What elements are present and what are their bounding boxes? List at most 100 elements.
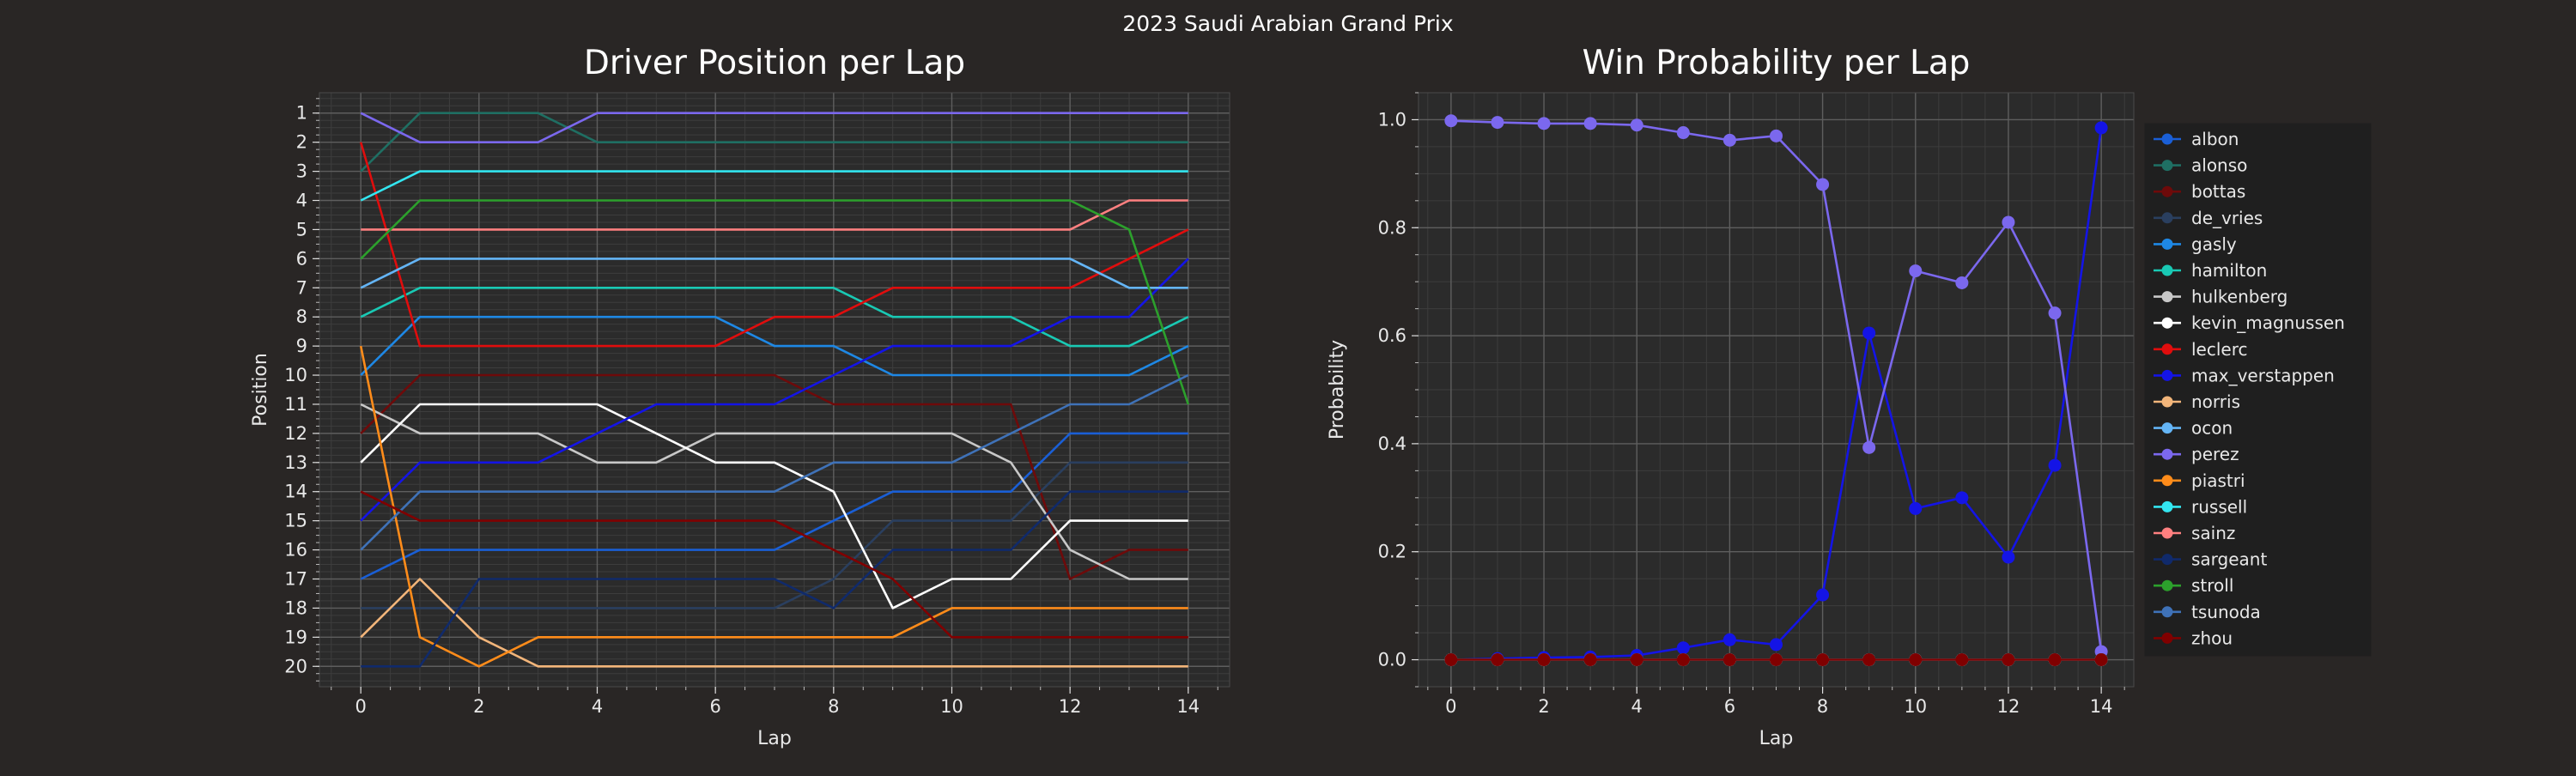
series-line-ocon: [360, 258, 1188, 289]
data-point-zhou: [1816, 653, 1830, 667]
y-tick-label: 2: [296, 132, 307, 153]
series-line-russell: [360, 170, 1188, 202]
series-gasly: [360, 315, 1189, 377]
y-tick-label: 11: [284, 394, 307, 415]
legend-entry-tsunoda: tsunoda: [2154, 602, 2261, 622]
y-tick-label: 12: [284, 423, 307, 444]
legend-marker-albon: [2161, 133, 2173, 145]
legend-label-tsunoda: tsunoda: [2191, 602, 2261, 622]
series-line-albon: [360, 432, 1188, 580]
legend-entry-hamilton: hamilton: [2154, 260, 2267, 281]
y-tick-label: 8: [296, 306, 307, 327]
x-tick-label: 10: [1904, 696, 1927, 717]
y-tick-label: 20: [284, 656, 307, 676]
data-point-zhou: [1491, 653, 1504, 667]
y-tick-label: 0.6: [1378, 325, 1406, 346]
legend-marker-sainz: [2161, 527, 2173, 539]
legend-entry-zhou: zhou: [2154, 627, 2233, 648]
y-tick-label: 0.4: [1378, 433, 1406, 454]
series-line-norris: [360, 578, 1188, 668]
legend-marker-norris: [2161, 396, 2173, 408]
y-axis-label: Position: [250, 353, 271, 427]
data-point-max_verstappen: [1722, 633, 1736, 646]
legend-marker-sargeant: [2161, 554, 2173, 566]
legend-label-sainz: sainz: [2191, 523, 2235, 543]
legend-marker-tsunoda: [2161, 606, 2173, 618]
legend-label-hulkenberg: hulkenberg: [2191, 287, 2287, 307]
data-point-max_verstappen: [2002, 550, 2015, 564]
data-point-max_verstappen: [1770, 638, 1783, 652]
y-tick-label: 0.2: [1378, 542, 1406, 562]
legend-entry-max_verstappen: max_verstappen: [2154, 365, 2335, 385]
legend-label-bottas: bottas: [2191, 181, 2245, 202]
legend-label-ocon: ocon: [2191, 418, 2233, 439]
legend-marker-hulkenberg: [2161, 291, 2173, 303]
y-tick-label: 0.8: [1378, 217, 1406, 238]
legend-entry-leclerc: leclerc: [2154, 339, 2248, 360]
legend-marker-leclerc: [2161, 343, 2173, 355]
legend-entry-russell: russell: [2154, 496, 2247, 517]
series-russell: [360, 170, 1188, 202]
data-point-zhou: [1537, 653, 1551, 667]
legend-entry-sargeant: sargeant: [2154, 549, 2267, 570]
legend-label-gasly: gasly: [2191, 233, 2237, 254]
legend-entry-perez: perez: [2154, 444, 2239, 464]
data-point-zhou: [1909, 653, 1923, 667]
x-tick-label: 6: [709, 696, 720, 717]
series-hulkenberg: [360, 403, 1188, 580]
series-line-stroll: [360, 199, 1190, 405]
series-piastri: [359, 345, 1188, 668]
legend-frame: [2144, 123, 2372, 657]
legend-entry-ocon: ocon: [2154, 418, 2233, 439]
legend-entry-stroll: stroll: [2154, 575, 2233, 596]
y-tick-label: 10: [284, 365, 307, 385]
legend-entry-bottas: bottas: [2154, 181, 2245, 202]
figure-suptitle: 2023 Saudi Arabian Grand Prix: [1122, 11, 1453, 36]
data-point-zhou: [2002, 653, 2015, 667]
x-axis-label: Lap: [757, 728, 792, 749]
series-sainz: [361, 199, 1188, 231]
series-ocon: [360, 258, 1188, 289]
series-stroll: [360, 199, 1190, 405]
data-point-zhou: [1862, 653, 1876, 667]
y-tick-label: 3: [296, 161, 307, 182]
legend-entry-albon: albon: [2154, 129, 2239, 149]
series-line-alonso: [360, 112, 1188, 173]
data-point-perez: [1676, 126, 1690, 140]
series-line-gasly: [360, 315, 1189, 377]
series-line-hamilton: [360, 286, 1189, 348]
data-point-perez: [1816, 178, 1830, 191]
data-point-perez: [1537, 117, 1551, 130]
probability-chart: 0 2 4 6 8 10 12 14 0.0 0.2 0.4 0.6 0.8 1.0 Win Probabi…: [1327, 44, 2135, 749]
x-tick-label: 12: [1059, 696, 1082, 717]
x-tick-label: 0: [1445, 696, 1456, 717]
data-point-max_verstappen: [2094, 121, 2108, 135]
series-line-de_vries: [361, 461, 1188, 609]
series-norris: [360, 578, 1188, 668]
data-point-zhou: [1630, 653, 1643, 667]
legend-marker-stroll: [2161, 579, 2173, 591]
legend-entry-alonso: alonso: [2154, 155, 2247, 176]
legend-marker-piastri: [2161, 475, 2173, 487]
data-point-max_verstappen: [1909, 501, 1923, 515]
y-tick-label: 18: [284, 597, 307, 618]
data-point-max_verstappen: [1676, 641, 1690, 655]
y-axis-label: Probability: [1327, 340, 1348, 440]
legend-label-sargeant: sargeant: [2191, 549, 2267, 570]
data-point-perez: [1909, 264, 1923, 278]
data-point-max_verstappen: [2048, 458, 2062, 472]
legend-marker-perez: [2161, 448, 2173, 460]
series-sargeant: [361, 490, 1188, 668]
legend-label-albon: albon: [2191, 129, 2239, 149]
data-point-perez: [2048, 306, 2062, 320]
y-tick-label: 6: [296, 248, 307, 269]
x-tick-label: 4: [592, 696, 603, 717]
series-line-leclerc: [359, 142, 1189, 348]
y-tick-label: 0.0: [1378, 650, 1406, 670]
series-perez: [360, 112, 1188, 143]
legend-label-de_vries: de_vries: [2191, 208, 2263, 228]
legend-label-stroll: stroll: [2191, 575, 2233, 596]
data-point-perez: [1955, 276, 1969, 289]
